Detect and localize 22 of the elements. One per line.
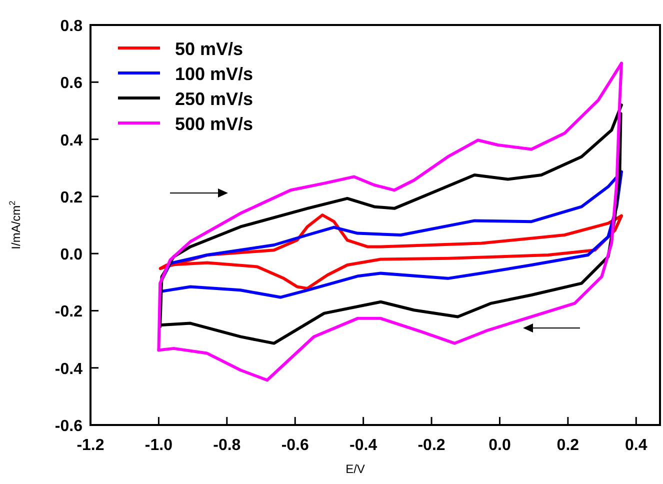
x-tick-label: -0.2 — [418, 437, 446, 454]
x-axis-title: E/V — [346, 462, 365, 476]
y-tick-label: 0.6 — [60, 75, 83, 92]
y-tick-label: 0.0 — [60, 246, 83, 264]
y-tick-label: 0.8 — [60, 18, 83, 35]
x-tick-label: -1.0 — [144, 437, 173, 454]
legend-label: 50 mV/s — [175, 39, 244, 59]
legend-label: 500 mV/s — [175, 114, 254, 134]
x-tick-label: 0.0 — [488, 437, 511, 454]
legend-label: 250 mV/s — [175, 89, 254, 109]
y-tick-label: -0.6 — [54, 418, 83, 435]
x-tick-label: -0.6 — [281, 437, 309, 454]
x-tick-label: -1.2 — [76, 437, 104, 454]
x-tick-label: -0.4 — [350, 437, 378, 454]
x-tick-label: -0.8 — [213, 437, 241, 454]
y-tick-label: -0.4 — [54, 360, 83, 378]
y-tick-label: -0.2 — [54, 304, 83, 321]
y-tick-label: 0.2 — [60, 189, 83, 206]
x-tick-label: 0.4 — [625, 437, 648, 454]
y-tick-label: 0.4 — [60, 132, 83, 150]
x-tick-label: 0.2 — [556, 437, 580, 454]
legend-label: 100 mV/s — [175, 64, 254, 84]
